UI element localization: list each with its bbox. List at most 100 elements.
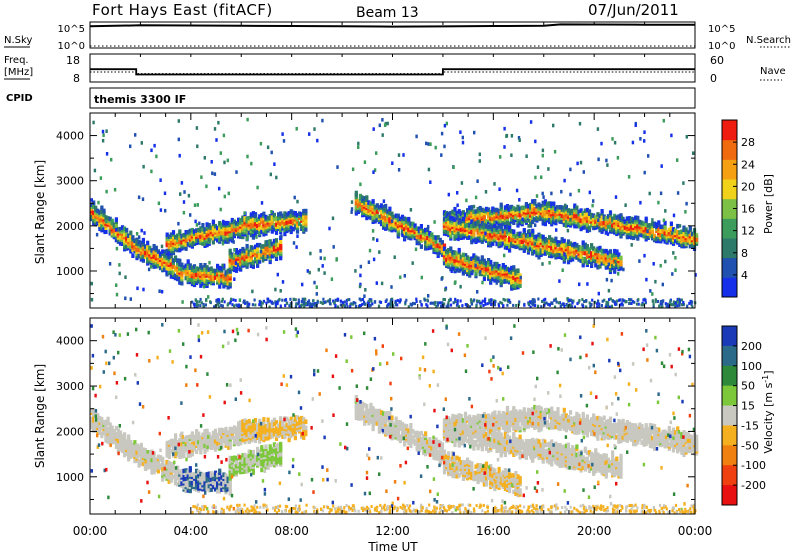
power-scatter-cell <box>473 130 476 135</box>
power-scatter-cell <box>243 211 246 215</box>
power-scatter-cell <box>280 234 283 239</box>
power-echo-cell <box>137 253 141 259</box>
power-echo-cell <box>268 243 272 248</box>
velocity-echo-cell <box>171 474 175 480</box>
power-echo-cell <box>493 219 497 225</box>
power-echo-cell <box>594 258 598 264</box>
power-scatter-cell <box>308 270 311 275</box>
power-near-range-cell <box>244 301 247 305</box>
power-scatter-cell <box>524 219 527 223</box>
power-echo-cell <box>476 207 480 212</box>
power-scatter-cell <box>582 170 585 174</box>
power-scatter-cell <box>685 135 688 139</box>
power-echo-cell <box>298 221 302 227</box>
power-echo-cell <box>457 247 461 253</box>
velocity-echo-cell <box>125 439 129 444</box>
power-scatter-cell <box>534 139 537 144</box>
power-near-range-cell <box>198 300 201 304</box>
power-echo-cell <box>247 249 251 255</box>
power-near-range-cell <box>609 297 612 301</box>
power-scatter-cell <box>420 275 423 280</box>
velocity-echo-cell <box>137 458 141 464</box>
power-echo-cell <box>268 214 272 219</box>
power-scatter-cell <box>361 195 364 199</box>
power-echo-cell <box>369 215 373 221</box>
power-echo-cell <box>447 248 451 253</box>
power-echo-cell <box>466 208 470 213</box>
power-echo-cell <box>587 225 592 231</box>
power-echo-cell <box>207 237 211 242</box>
power-near-range-cell <box>346 305 349 309</box>
velocity-echo-cell <box>131 442 135 448</box>
power-echo-cell <box>606 224 610 229</box>
power-near-range-cell <box>202 302 205 306</box>
power-near-range-cell <box>544 297 547 301</box>
power-echo-cell <box>598 213 602 219</box>
power-near-range-cell <box>294 305 297 309</box>
power-near-range-cell <box>435 304 438 308</box>
power-echo-cell <box>201 223 205 228</box>
power-near-range-cell <box>215 299 218 303</box>
power-near-range-cell <box>578 299 581 303</box>
power-echo-cell <box>442 217 447 222</box>
velocity-echo-cell <box>90 416 94 422</box>
power-near-range-cell <box>233 304 236 308</box>
power-echo-cell <box>569 245 573 251</box>
power-scatter-cell <box>351 167 355 172</box>
power-scatter-cell <box>459 284 462 289</box>
power-scatter-cell <box>597 218 600 222</box>
power-scatter-cell <box>381 133 384 137</box>
power-echo-cell <box>583 250 587 256</box>
power-scatter-cell <box>221 241 225 246</box>
power-echo-cell <box>600 215 604 220</box>
power-echo-cell <box>545 244 550 249</box>
power-scatter-cell <box>542 195 545 199</box>
power-scatter-cell <box>193 203 197 207</box>
power-echo-cell <box>650 221 655 227</box>
power-echo-cell <box>141 250 145 255</box>
power-near-range-cell <box>304 301 307 305</box>
power-scatter-cell <box>515 188 519 193</box>
power-scatter-cell <box>662 218 666 223</box>
power-echo-cell <box>426 235 430 241</box>
power-echo-cell <box>524 233 528 238</box>
power-echo-cell <box>178 239 182 245</box>
power-echo-cell <box>516 268 520 273</box>
velocity-echo-cell <box>207 483 211 489</box>
velocity-echo-cell <box>148 449 152 455</box>
power-near-range-cell <box>415 300 418 303</box>
power-echo-cell <box>112 228 116 234</box>
power-scatter-cell <box>606 232 610 236</box>
power-echo-cell <box>375 213 379 218</box>
power-echo-cell <box>529 202 533 208</box>
power-echo-cell <box>232 219 236 225</box>
power-echo-cell <box>432 235 436 240</box>
power-echo-cell <box>281 213 285 219</box>
power-echo-cell <box>201 281 205 287</box>
power-echo-cell <box>587 219 592 225</box>
power-echo-cell <box>102 208 106 214</box>
velocity-echo-cell <box>90 408 94 413</box>
nsearch-tick-top: 10^5 <box>708 24 735 35</box>
power-scatter-cell <box>223 194 226 199</box>
power-echo-cell <box>403 234 407 240</box>
power-echo-cell <box>447 220 451 225</box>
power-echo-cell <box>505 204 510 209</box>
power-scatter-cell <box>425 141 428 146</box>
power-near-range-cell <box>596 305 599 309</box>
velocity-echo-cell <box>167 479 171 484</box>
power-near-range-cell <box>267 300 270 304</box>
power-scatter-cell <box>350 210 353 214</box>
power-echo-cell <box>451 209 455 215</box>
power-scatter-cell <box>149 265 153 269</box>
power-echo-cell <box>390 225 394 231</box>
power-echo-cell <box>209 225 213 231</box>
power-echo-cell <box>158 265 163 271</box>
power-near-range-cell <box>623 299 626 303</box>
power-scatter-cell <box>99 176 103 180</box>
power-scatter-cell <box>452 165 455 169</box>
power-echo-cell <box>575 205 579 211</box>
power-echo-cell <box>256 259 260 264</box>
power-echo-cell <box>392 220 396 226</box>
power-scatter-cell <box>579 160 583 165</box>
